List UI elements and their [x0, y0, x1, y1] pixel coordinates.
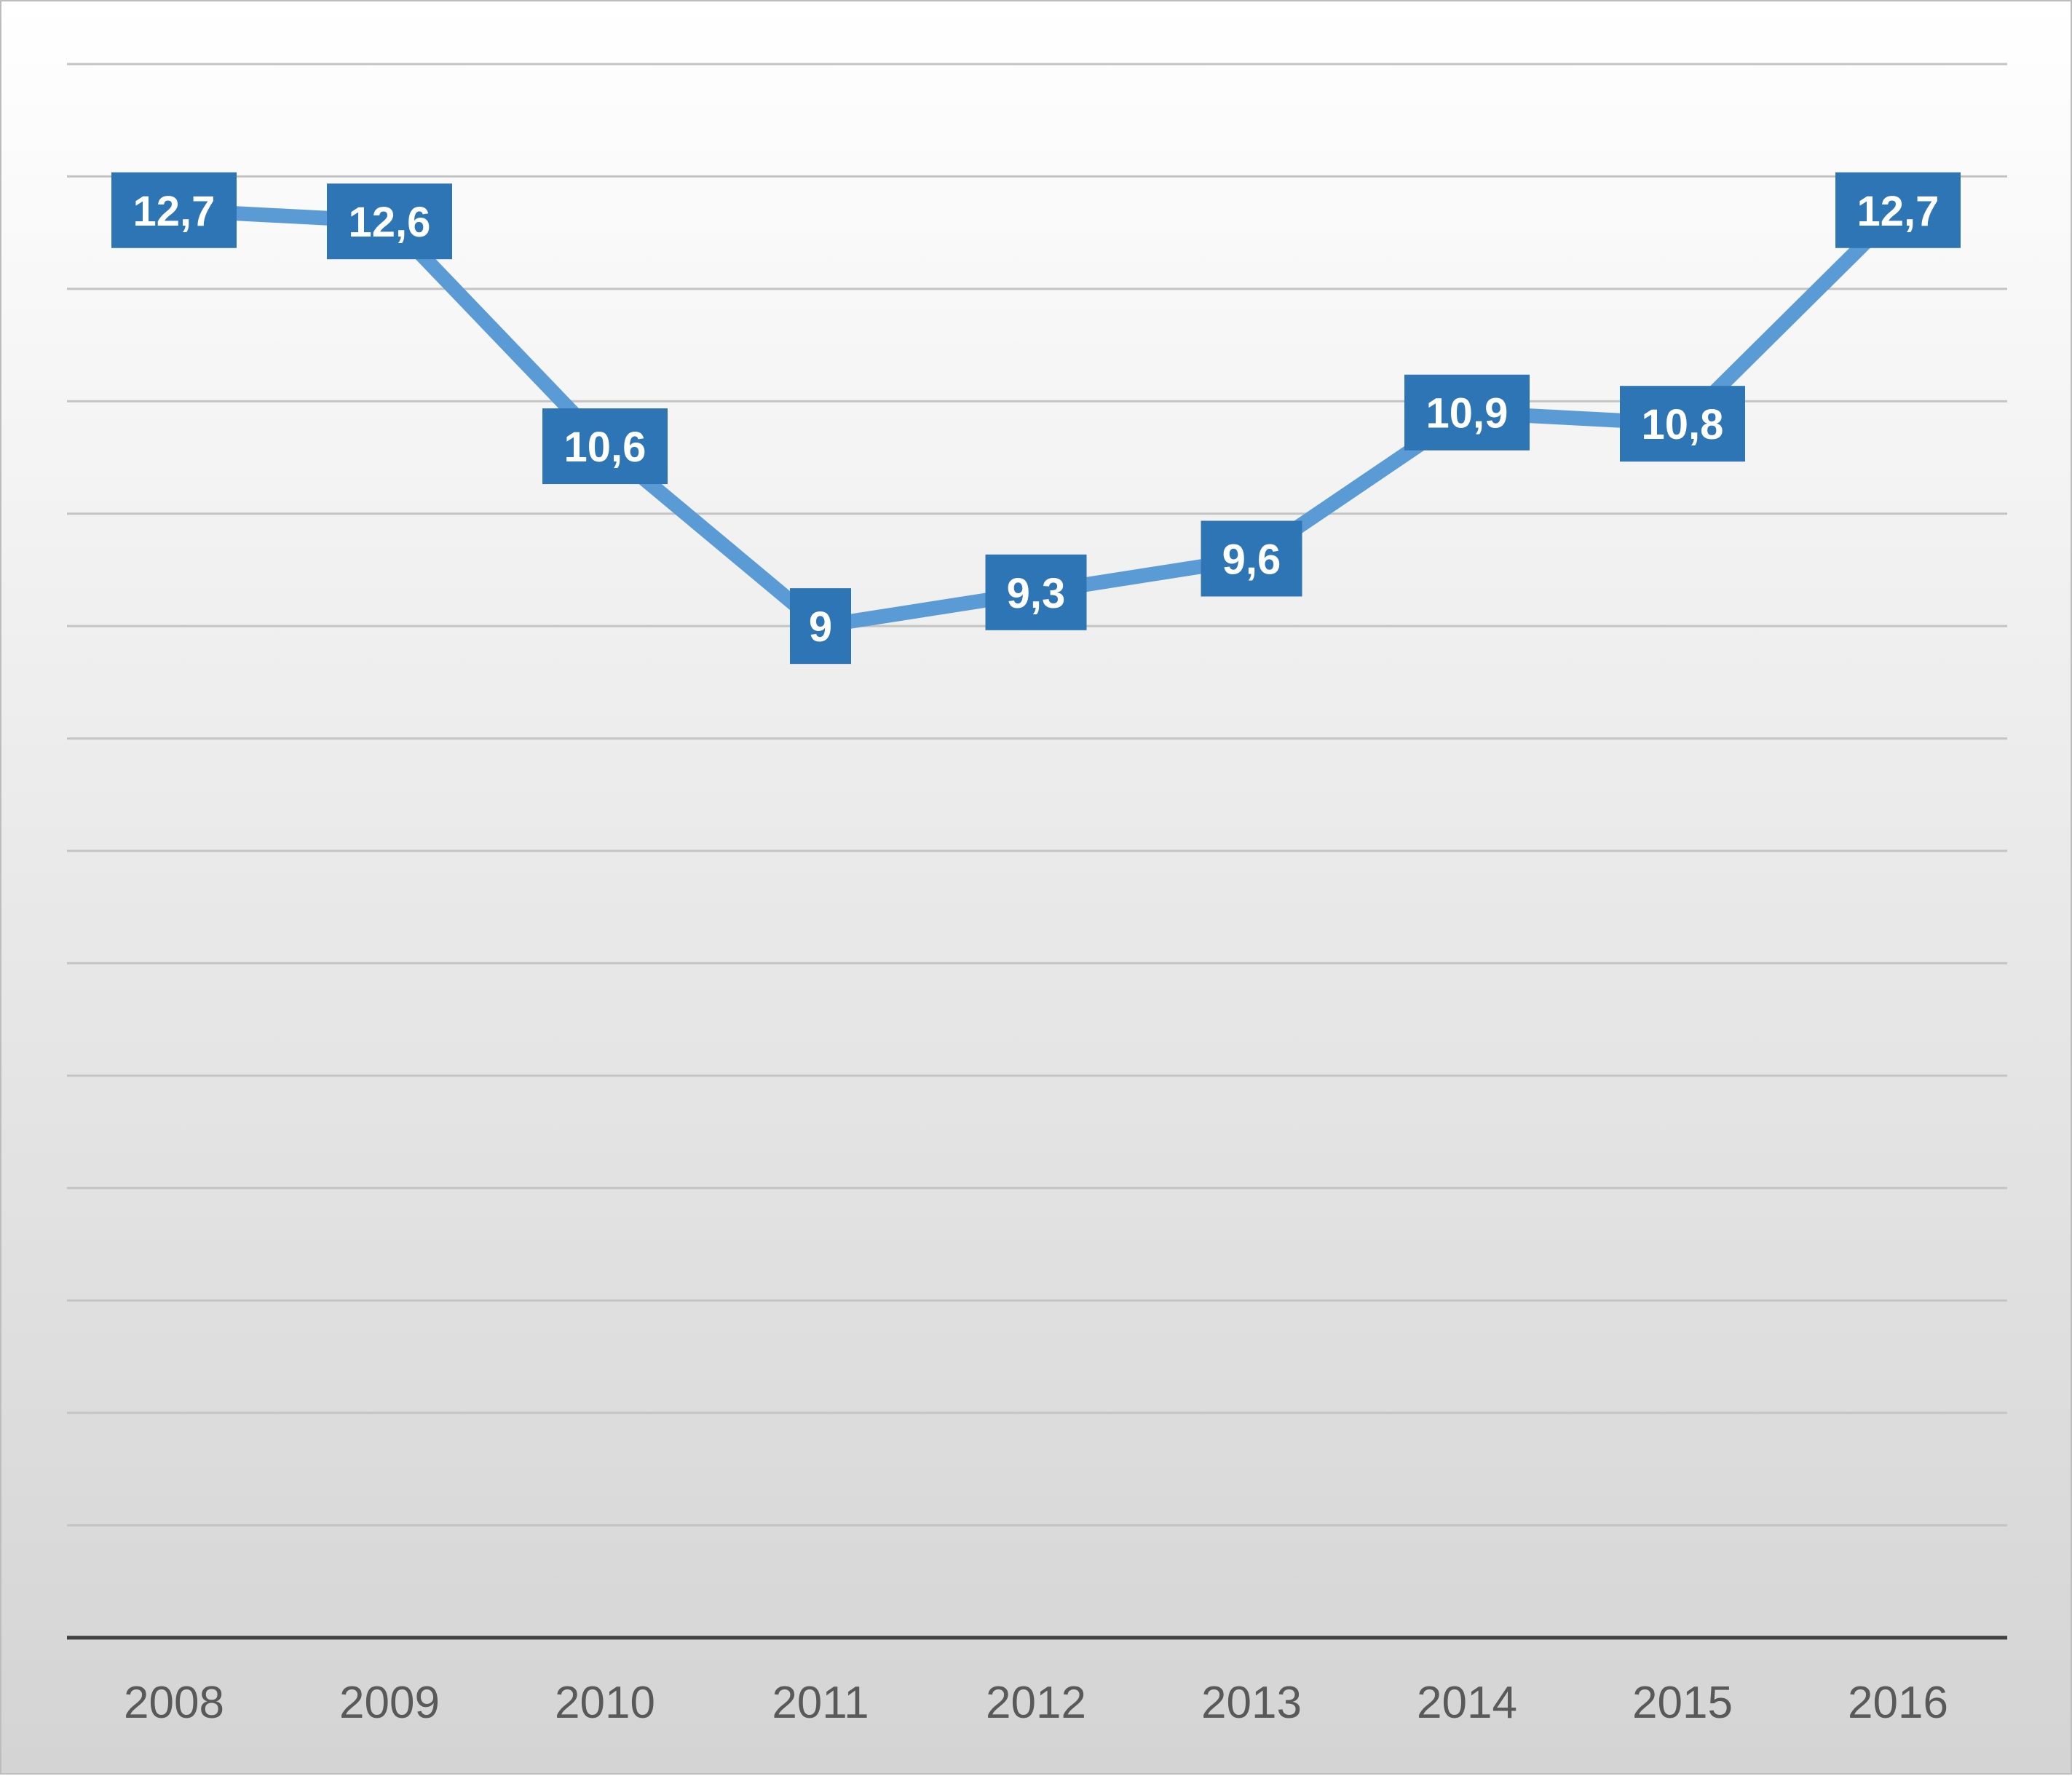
- data-label: 12,7: [1835, 172, 1961, 248]
- data-label: 10,6: [542, 408, 668, 485]
- data-label-text: 12,6: [349, 199, 431, 246]
- data-label: 10,9: [1404, 374, 1530, 451]
- x-tick-label: 2008: [124, 1678, 224, 1728]
- data-label: 12,7: [111, 172, 237, 248]
- data-label-box: [790, 588, 851, 665]
- x-tick-label: 2010: [555, 1678, 655, 1728]
- data-label: 9: [790, 588, 851, 665]
- data-labels: 12,7 12,6 10,6 9 9,3 9,6 10,9 10,8 12,7: [111, 172, 1961, 665]
- data-label-box: [985, 554, 1087, 630]
- data-label-text: 9,6: [1222, 536, 1281, 583]
- data-label-text: 9,3: [1007, 570, 1066, 617]
- data-label-text: 9: [809, 603, 832, 651]
- x-tick-label: 2011: [772, 1678, 869, 1728]
- x-tick-label: 2013: [1201, 1678, 1302, 1728]
- data-label-text: 12,7: [133, 188, 215, 235]
- data-label-box: [1835, 172, 1961, 248]
- data-label-box: [327, 183, 452, 260]
- x-tick-label: 2016: [1848, 1678, 1948, 1728]
- data-label-text: 12,7: [1857, 188, 1939, 235]
- data-label-box: [1404, 374, 1530, 451]
- x-tick-label: 2012: [986, 1678, 1086, 1728]
- data-label: 9,3: [985, 554, 1087, 630]
- x-tick-label: 2014: [1417, 1678, 1517, 1728]
- gridlines: [67, 63, 2007, 1527]
- data-label-text: 10,6: [564, 424, 646, 471]
- data-label-box: [542, 408, 668, 485]
- data-label-text: 10,9: [1426, 390, 1508, 437]
- data-label: 9,6: [1201, 520, 1302, 597]
- data-label-box: [1620, 386, 1745, 462]
- x-tick-label: 2009: [339, 1678, 440, 1728]
- x-tick-label: 2015: [1632, 1678, 1733, 1728]
- data-label: 12,6: [327, 183, 452, 260]
- data-label-box: [1201, 520, 1302, 597]
- data-label: 10,8: [1620, 386, 1745, 462]
- x-tick-labels: 2008 2009 2010 2011 2012 2013 2014 2015 2016: [124, 1678, 1948, 1728]
- data-label-box: [111, 172, 237, 248]
- data-label-text: 10,8: [1642, 401, 1724, 448]
